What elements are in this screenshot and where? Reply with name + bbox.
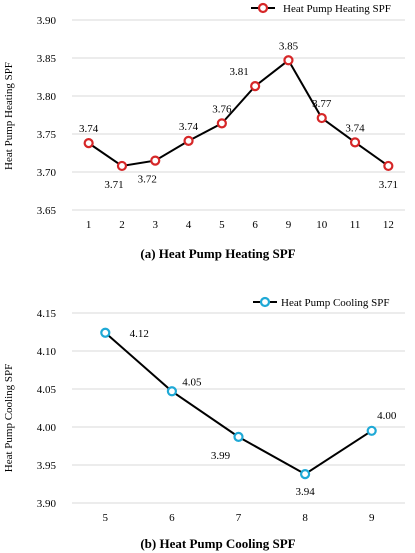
heating-data-label: 3.85 xyxy=(279,40,299,52)
cooling-data-label: 3.99 xyxy=(211,450,231,462)
cooling-x-tick-label: 8 xyxy=(302,512,308,524)
heating-y-tick-label: 3.70 xyxy=(37,167,57,179)
cooling-legend: Heat Pump Cooling SPF xyxy=(253,296,390,309)
heating-x-tick-label: 1 xyxy=(86,219,92,231)
cooling-y-tick-label: 3.90 xyxy=(37,498,57,510)
cooling-series-line xyxy=(104,332,373,476)
heating-y-tick-label: 3.90 xyxy=(37,15,57,27)
heating-data-point xyxy=(83,138,94,149)
heating-data-point xyxy=(116,160,128,172)
cooling-data-label: 3.94 xyxy=(295,486,315,498)
cooling-x-tick-label: 6 xyxy=(169,512,175,524)
heating-x-tick-label: 4 xyxy=(186,219,192,231)
cooling-grid xyxy=(72,312,405,504)
heating-spf-chart: 3.653.703.753.803.853.90 1 2 3 4 5 6 9 10 11 12 H… xyxy=(3,2,405,261)
heating-data-point xyxy=(349,137,361,148)
cooling-legend-marker xyxy=(259,296,271,308)
heating-data-label: 3.77 xyxy=(312,98,332,110)
heating-x-tick-label: 5 xyxy=(219,219,225,231)
heating-data-point xyxy=(216,118,227,129)
heating-y-tick-label: 3.65 xyxy=(37,205,57,217)
cooling-series: 4.12 4.05 3.99 3.94 4.00 xyxy=(100,327,397,498)
heating-data-label: 3.74 xyxy=(345,122,365,134)
heating-x-tick-label: 10 xyxy=(316,219,328,231)
cooling-y-tick-label: 3.95 xyxy=(37,460,57,472)
heating-data-label: 3.71 xyxy=(104,179,123,191)
cooling-x-tick-label: 9 xyxy=(369,512,375,524)
cooling-data-point xyxy=(366,425,377,436)
heating-data-label: 3.74 xyxy=(179,121,199,133)
heating-y-tick-label: 3.80 xyxy=(37,91,57,103)
cooling-data-label: 4.00 xyxy=(377,410,397,422)
heating-x-tick-label: 12 xyxy=(383,219,394,231)
cooling-chart-caption: (b) Heat Pump Cooling SPF xyxy=(140,536,295,551)
heating-data-point xyxy=(150,155,161,166)
cooling-y-axis-title: Heat Pump Cooling SPF xyxy=(3,364,15,473)
cooling-y-tick-label: 4.05 xyxy=(37,384,57,396)
cooling-data-label: 4.12 xyxy=(130,328,149,340)
heating-x-tick-label: 9 xyxy=(286,219,292,231)
cooling-data-point xyxy=(100,327,111,338)
heating-data-point xyxy=(283,55,294,66)
heating-grid xyxy=(72,19,405,211)
heating-y-axis-title: Heat Pump Heating SPF xyxy=(3,62,15,170)
heating-data-point xyxy=(183,135,194,146)
heating-x-tick-label: 6 xyxy=(252,219,258,231)
heating-x-tick-label: 11 xyxy=(350,219,361,231)
heating-data-label: 3.76 xyxy=(212,103,232,115)
cooling-legend-label: Heat Pump Cooling SPF xyxy=(281,297,390,309)
heating-legend-label: Heat Pump Heating SPF xyxy=(283,3,391,15)
heating-data-label: 3.72 xyxy=(138,174,157,186)
cooling-x-tick-label: 7 xyxy=(236,512,242,524)
heating-chart-caption: (a) Heat Pump Heating SPF xyxy=(140,246,295,261)
heating-y-tick-label: 3.75 xyxy=(37,129,57,141)
cooling-x-ticks: 5 6 7 8 9 xyxy=(103,512,375,524)
cooling-y-tick-label: 4.15 xyxy=(37,308,57,320)
heating-x-tick-label: 2 xyxy=(119,219,125,231)
cooling-y-tick-label: 4.10 xyxy=(37,346,57,358)
cooling-y-tick-label: 4.00 xyxy=(37,422,57,434)
heating-data-point xyxy=(316,112,327,124)
cooling-data-point xyxy=(233,431,244,442)
heating-y-ticks: 3.65 3.70 3.75 3.80 3.85 3.90 xyxy=(37,15,57,217)
heating-legend-marker xyxy=(257,2,269,14)
cooling-y-ticks: 3.90 3.95 4.00 4.05 4.10 4.15 xyxy=(37,308,57,510)
cooling-data-point xyxy=(166,386,177,397)
heating-data-label: 3.74 xyxy=(79,123,99,135)
cooling-data-label: 4.05 xyxy=(182,376,202,388)
heating-x-tick-label: 3 xyxy=(153,219,159,231)
heating-series-line xyxy=(88,58,389,167)
heating-data-label: 3.71 xyxy=(379,179,398,191)
heating-data-label: 3.81 xyxy=(230,66,249,78)
heating-x-ticks: 1 2 3 4 5 6 9 10 11 12 xyxy=(86,219,394,231)
cooling-x-tick-label: 5 xyxy=(103,512,109,524)
heating-y-tick-label: 3.85 xyxy=(37,53,57,65)
heating-data-point xyxy=(250,81,261,92)
cooling-spf-chart: 3.90 3.95 4.00 4.05 4.10 4.15 5 6 7 8 9 Heat Pump… xyxy=(3,296,405,551)
cooling-data-point xyxy=(300,469,311,480)
heating-series: 3.74 3.71 3.72 3.74 3.76 3.81 3.85 3.77 3.74 3.71 xyxy=(79,40,398,191)
heating-data-point xyxy=(383,160,394,172)
heating-legend: Heat Pump Heating SPF xyxy=(251,2,391,15)
